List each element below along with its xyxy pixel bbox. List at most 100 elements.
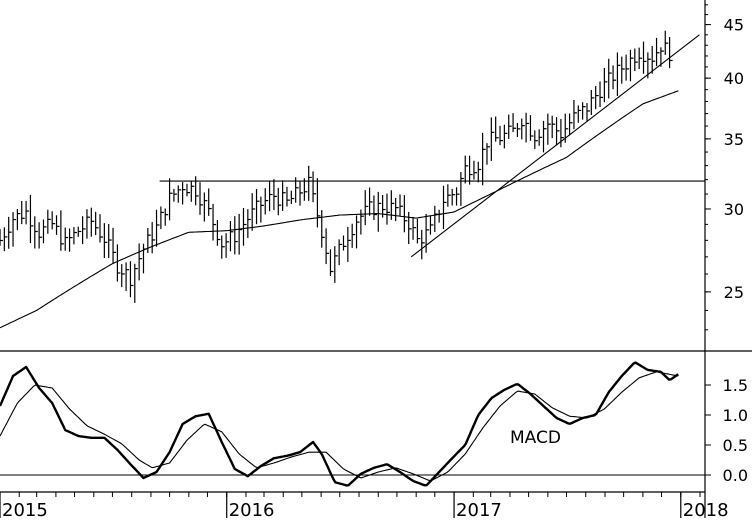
price-bar	[186, 183, 190, 197]
price-bar	[99, 214, 104, 243]
price-bar	[386, 193, 390, 225]
price-bar	[108, 224, 112, 259]
price-bar	[225, 233, 230, 258]
price-bar	[216, 219, 221, 246]
price-bar	[142, 243, 147, 274]
price-bar	[486, 143, 490, 165]
price-bar	[499, 125, 504, 146]
price-bar	[60, 210, 64, 251]
price-bar	[616, 52, 621, 96]
price-bar	[203, 192, 208, 222]
price-bar	[155, 209, 160, 247]
macd-signal-line	[0, 371, 679, 482]
price-bar	[338, 239, 343, 266]
price-y-tick-label: 45	[724, 16, 744, 35]
price-bar	[621, 56, 625, 84]
price-y-tick-label: 30	[724, 200, 744, 219]
price-bar	[3, 227, 8, 252]
price-bar	[521, 118, 525, 140]
moving-average-line	[0, 90, 679, 329]
price-bar	[525, 112, 530, 143]
x-tick-label: 2018	[683, 500, 729, 518]
price-bar	[82, 216, 86, 245]
price-bar	[116, 244, 121, 282]
price-bar	[651, 45, 656, 74]
price-bar	[199, 182, 204, 215]
price-bar	[247, 209, 251, 238]
price-bar	[260, 196, 264, 223]
price-bar	[612, 65, 617, 90]
price-bar	[264, 188, 269, 215]
price-bar	[425, 213, 430, 253]
price-bar	[538, 129, 543, 146]
price-bar	[429, 215, 434, 235]
price-panel	[0, 30, 705, 329]
price-bar	[547, 113, 551, 145]
price-bar	[21, 200, 25, 225]
price-bar	[212, 203, 217, 241]
price-bar	[34, 216, 38, 249]
price-bar	[638, 47, 643, 70]
price-bar	[242, 207, 247, 246]
price-bar	[629, 49, 634, 82]
price-bar	[277, 187, 282, 216]
price-bar	[229, 221, 234, 252]
price-bar	[490, 117, 495, 161]
price-bar	[477, 161, 482, 183]
price-bar	[160, 206, 164, 230]
price-bar	[334, 246, 338, 283]
price-bar	[182, 182, 186, 205]
price-bar	[660, 47, 664, 67]
price-bar	[586, 103, 590, 121]
price-bar	[351, 223, 356, 248]
price-bar	[642, 41, 647, 74]
price-bar	[138, 243, 143, 281]
macd-y-tick-label: 1.0	[723, 406, 748, 425]
price-bar	[655, 37, 660, 67]
price-bar	[55, 215, 60, 235]
x-tick-label: 2016	[229, 500, 275, 518]
price-bar	[312, 171, 317, 203]
price-bar	[451, 188, 456, 206]
price-bar	[329, 249, 334, 277]
price-bar	[468, 155, 473, 185]
price-bar	[147, 227, 151, 254]
trendline	[410, 34, 700, 258]
macd-y-tick-label: 0.5	[723, 436, 748, 455]
price-bar	[364, 190, 369, 226]
price-bar	[103, 223, 108, 258]
macd-y-tick-label: 0.0	[723, 466, 748, 485]
price-bar	[64, 227, 69, 251]
price-bar	[282, 180, 286, 211]
price-bar	[347, 227, 351, 262]
price-bar	[286, 186, 290, 207]
price-bar	[360, 209, 364, 235]
price-bar	[542, 120, 547, 153]
price-bar	[412, 216, 417, 240]
price-bar	[221, 235, 225, 259]
price-bar	[51, 211, 56, 230]
price-bar	[29, 194, 34, 244]
price-bar	[177, 185, 182, 203]
price-bar	[568, 113, 573, 136]
price-bar	[325, 228, 330, 265]
price-bar	[582, 102, 586, 120]
price-bar	[86, 209, 90, 239]
price-bar	[95, 211, 99, 236]
price-bar	[68, 228, 73, 252]
price-bar	[316, 178, 321, 228]
price-bar	[603, 67, 608, 103]
price-bar	[664, 30, 669, 55]
price-y-tick-label: 25	[724, 283, 744, 302]
price-bar	[238, 213, 243, 255]
price-bar	[555, 117, 560, 146]
price-bar	[551, 115, 556, 139]
price-bar	[208, 188, 212, 216]
price-bar	[151, 222, 156, 254]
price-bar	[408, 211, 412, 244]
price-bar	[73, 227, 77, 245]
x-tick-label: 2017	[456, 500, 502, 518]
price-bar	[112, 227, 117, 264]
